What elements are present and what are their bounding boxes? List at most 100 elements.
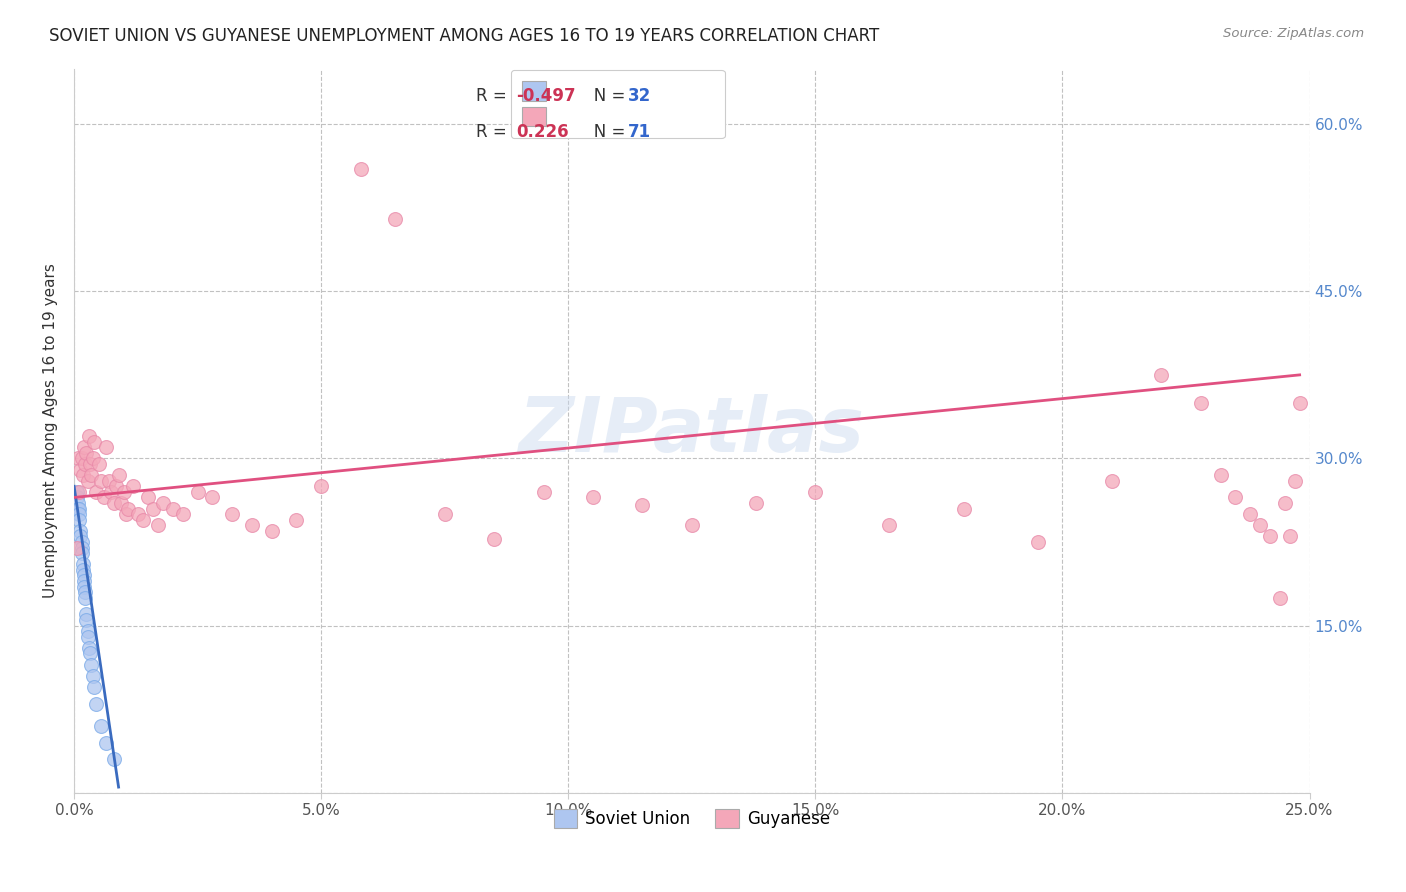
Point xyxy=(65,541,87,555)
Point xyxy=(952,501,974,516)
Point xyxy=(482,532,505,546)
Point xyxy=(75,446,97,460)
Point xyxy=(77,640,100,655)
Point xyxy=(309,479,332,493)
Point xyxy=(105,479,128,493)
Point xyxy=(69,529,91,543)
Point xyxy=(1249,518,1271,533)
Point xyxy=(1101,474,1123,488)
Point xyxy=(86,697,108,711)
Point xyxy=(70,541,93,555)
Point xyxy=(136,491,159,505)
Point xyxy=(115,507,138,521)
Point xyxy=(67,501,90,516)
Point xyxy=(67,507,90,521)
Point xyxy=(70,451,93,466)
Point xyxy=(100,484,122,499)
Point xyxy=(110,496,132,510)
Text: N =: N = xyxy=(578,87,631,104)
Point xyxy=(97,474,120,488)
Point xyxy=(127,507,149,521)
Point xyxy=(70,546,93,560)
Point xyxy=(77,624,100,639)
Point xyxy=(350,161,373,176)
Point xyxy=(1288,395,1310,409)
Point xyxy=(67,496,90,510)
Point xyxy=(69,462,91,476)
Point xyxy=(162,501,184,516)
Point xyxy=(67,451,90,466)
Point xyxy=(1209,468,1232,483)
Point xyxy=(221,507,243,521)
Point xyxy=(73,574,96,588)
Point xyxy=(112,484,135,499)
Point xyxy=(77,429,100,443)
Point xyxy=(1274,496,1296,510)
Point xyxy=(804,484,827,499)
Point xyxy=(384,211,406,226)
Point xyxy=(879,518,901,533)
Point xyxy=(187,484,209,499)
Point xyxy=(631,498,654,512)
Point xyxy=(72,468,94,483)
Point xyxy=(1284,474,1306,488)
Point xyxy=(1258,529,1281,543)
Point xyxy=(83,434,105,449)
Point xyxy=(90,719,112,733)
Point xyxy=(70,535,93,549)
Point xyxy=(681,518,703,533)
Point xyxy=(77,630,100,644)
Point xyxy=(73,591,96,605)
Point xyxy=(103,496,125,510)
Point xyxy=(86,484,108,499)
Point xyxy=(73,440,96,454)
Point xyxy=(172,507,194,521)
Text: N =: N = xyxy=(578,123,631,141)
Text: 32: 32 xyxy=(627,87,651,104)
Point xyxy=(745,496,768,510)
Point xyxy=(67,501,90,516)
Y-axis label: Unemployment Among Ages 16 to 19 years: Unemployment Among Ages 16 to 19 years xyxy=(44,263,58,598)
Point xyxy=(1268,591,1291,605)
Point xyxy=(75,613,97,627)
Point xyxy=(73,568,96,582)
Point xyxy=(1150,368,1173,382)
Point xyxy=(72,563,94,577)
Point xyxy=(1239,507,1261,521)
Point xyxy=(73,457,96,471)
Point xyxy=(75,607,97,622)
Point xyxy=(96,440,118,454)
Point xyxy=(201,491,224,505)
Point xyxy=(103,752,125,766)
Point xyxy=(83,680,105,694)
Point xyxy=(152,496,174,510)
Point xyxy=(260,524,283,538)
Point xyxy=(1225,491,1247,505)
Text: Source: ZipAtlas.com: Source: ZipAtlas.com xyxy=(1223,27,1364,40)
Point xyxy=(533,484,555,499)
Point xyxy=(117,501,139,516)
Text: ZIPatlas: ZIPatlas xyxy=(519,393,865,467)
Point xyxy=(73,580,96,594)
Point xyxy=(82,451,104,466)
Text: SOVIET UNION VS GUYANESE UNEMPLOYMENT AMONG AGES 16 TO 19 YEARS CORRELATION CHAR: SOVIET UNION VS GUYANESE UNEMPLOYMENT AM… xyxy=(49,27,880,45)
Text: 0.226: 0.226 xyxy=(516,123,569,141)
Point xyxy=(146,518,169,533)
Text: R =: R = xyxy=(475,123,517,141)
Point xyxy=(96,735,118,749)
Text: -0.497: -0.497 xyxy=(516,87,576,104)
Point xyxy=(79,647,101,661)
Point xyxy=(79,457,101,471)
Point xyxy=(122,479,145,493)
Point xyxy=(80,468,103,483)
Point xyxy=(1026,535,1049,549)
Point xyxy=(1189,395,1212,409)
Text: 71: 71 xyxy=(627,123,651,141)
Point xyxy=(67,513,90,527)
Point xyxy=(80,657,103,672)
Point xyxy=(72,558,94,572)
Point xyxy=(69,524,91,538)
Point xyxy=(73,585,96,599)
Point xyxy=(67,484,90,499)
Point xyxy=(433,507,456,521)
